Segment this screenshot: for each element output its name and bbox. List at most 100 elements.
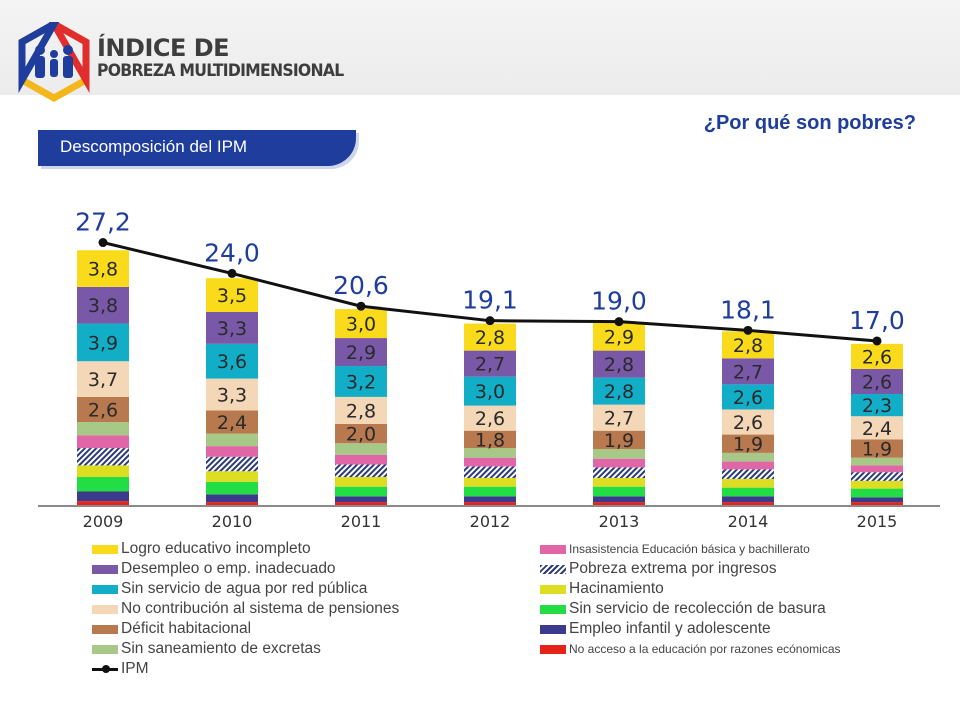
legend-line-swatch <box>92 664 118 673</box>
ipm-point <box>356 301 366 311</box>
bar-segment-2009-4 <box>77 448 129 466</box>
bar-segment-2009-5 <box>77 435 129 449</box>
bar-segment-2011-5 <box>335 454 387 465</box>
bar-segment-2014-4 <box>722 469 774 479</box>
legend-item: Empleo infantil y adolescente <box>540 619 841 639</box>
bar-segment-2015-7 <box>851 439 903 458</box>
segment-label: 2,9 <box>604 327 634 349</box>
legend-item: Desempleo o emp. inadecuado <box>92 559 399 579</box>
bar-segment-2011-3 <box>335 477 387 487</box>
segment-label: 2,8 <box>733 335 763 357</box>
segment-label: 2,6 <box>862 371 892 393</box>
legend-swatch <box>540 604 566 614</box>
brand-line1: ÍNDICE DE <box>97 34 230 62</box>
legend-item: No contribución al sistema de pensiones <box>92 599 399 619</box>
bar-segment-2011-10 <box>335 338 387 367</box>
bar-segment-2015-10 <box>851 368 903 395</box>
bar-segment-2013-2 <box>593 486 645 497</box>
segment-label: 3,8 <box>88 295 118 317</box>
segment-label: 3,5 <box>217 285 247 307</box>
bar-segment-2012-4 <box>464 466 516 478</box>
bar-segment-2012-6 <box>464 448 516 458</box>
bar-segment-2010-0 <box>206 502 258 505</box>
legend-item: Pobreza extrema por ingresos <box>540 559 841 579</box>
bar-segment-2013-11 <box>593 322 645 351</box>
ipm-point <box>98 238 108 248</box>
legend-label: Pobreza extrema por ingresos <box>569 560 777 577</box>
legend-label: No contribución al sistema de pensiones <box>121 600 400 617</box>
ipm-point <box>743 325 753 335</box>
legend-swatch <box>92 564 118 574</box>
segment-label: 2,6 <box>88 399 118 421</box>
x-tick-label: 2011 <box>341 512 382 531</box>
bar-segment-2009-11 <box>77 250 129 287</box>
bar-segment-2014-2 <box>722 487 774 497</box>
x-tick-label: 2013 <box>599 512 640 531</box>
segment-label: 2,8 <box>604 354 634 376</box>
bar-segment-2009-8 <box>77 361 129 397</box>
bar-segment-2012-10 <box>464 350 516 377</box>
bar-segment-2012-9 <box>464 376 516 406</box>
legend-label: Desempleo o emp. inadecuado <box>121 560 336 577</box>
brand-title: ÍNDICE DE POBREZA MULTIDIMENSIONAL <box>97 36 365 80</box>
bar-segment-2010-8 <box>206 378 258 411</box>
x-tick-label: 2014 <box>728 512 769 531</box>
legend-item: No acceso a la educación por razones ecó… <box>540 639 841 659</box>
bar-segment-2010-10 <box>206 312 258 344</box>
legend-item: Sin servicio de agua por red pública <box>92 579 399 599</box>
segment-label: 3,9 <box>88 332 118 354</box>
segment-label: 1,8 <box>475 429 505 451</box>
bar-segment-2009-6 <box>77 422 129 436</box>
bar-segment-2015-5 <box>851 465 903 473</box>
segment-label: 2,4 <box>217 412 247 434</box>
legend-label: IPM <box>121 660 149 677</box>
bar-segment-2015-2 <box>851 488 903 498</box>
bar-segment-2013-6 <box>593 449 645 459</box>
bar-segment-2011-0 <box>335 502 387 505</box>
segment-label: 3,3 <box>217 318 247 340</box>
legend-right: Insasistencia Educación básica y bachill… <box>540 539 841 659</box>
legend-item: Hacinamiento <box>540 579 841 599</box>
bar-segment-2015-0 <box>851 502 903 505</box>
bar-segment-2009-2 <box>77 477 129 492</box>
bar-segment-2012-1 <box>464 496 516 503</box>
ipm-point <box>614 317 624 327</box>
bar-segment-2015-6 <box>851 457 903 466</box>
segment-label: 2,7 <box>604 408 634 430</box>
segment-label: 2,6 <box>475 408 505 430</box>
legend-item: Déficit habitacional <box>92 619 399 639</box>
bar-segment-2015-8 <box>851 416 903 440</box>
bar-segment-2011-9 <box>335 366 387 397</box>
legend-left: Logro educativo incompleto Desempleo o em… <box>92 539 399 679</box>
bar-segment-2011-8 <box>335 396 387 424</box>
segment-label: 2,6 <box>862 346 892 368</box>
legend-label: Insasistencia Educación básica y bachill… <box>569 542 810 556</box>
legend-swatch <box>540 584 566 594</box>
bar-segment-2009-9 <box>77 323 129 362</box>
bar-segment-2010-9 <box>206 343 258 379</box>
bar-segment-2013-1 <box>593 496 645 503</box>
x-tick-label: 2015 <box>857 512 898 531</box>
ipm-point <box>872 336 882 346</box>
legend-label: Logro educativo incompleto <box>121 540 311 557</box>
bar-segment-2009-0 <box>77 501 129 505</box>
segment-label: 1,9 <box>604 430 634 452</box>
segment-label: 1,9 <box>733 434 763 456</box>
bar-segment-2010-7 <box>206 410 258 434</box>
bar-segment-2009-1 <box>77 491 129 502</box>
segment-label: 3,3 <box>217 385 247 407</box>
segment-label: 2,8 <box>604 381 634 403</box>
segment-label: 3,8 <box>88 259 118 281</box>
legend-item: Insasistencia Educación básica y bachill… <box>540 539 841 559</box>
segment-label: 2,9 <box>346 342 376 364</box>
bar-segment-2013-4 <box>593 467 645 478</box>
bar-segment-2009-10 <box>77 286 129 324</box>
legend-swatch <box>92 544 118 554</box>
legend-swatch <box>540 544 566 554</box>
segment-label: 2,3 <box>862 395 892 417</box>
bar-segment-2010-3 <box>206 471 258 482</box>
bar-segment-2013-9 <box>593 377 645 405</box>
bar-segment-2012-7 <box>464 430 516 449</box>
bar-segment-2010-1 <box>206 494 258 503</box>
